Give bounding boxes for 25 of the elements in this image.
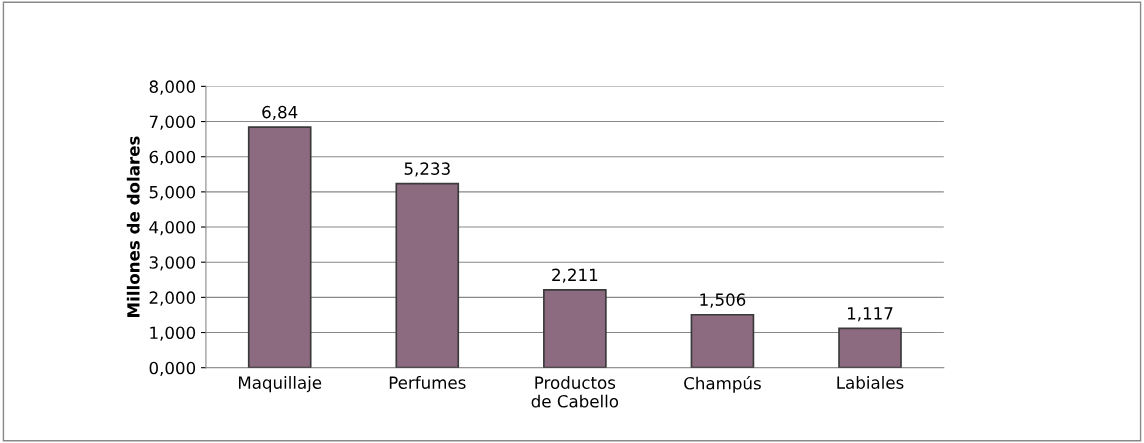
- bar: [690, 313, 755, 368]
- bar: [395, 182, 460, 368]
- y-tick-label: 1,000: [150, 326, 196, 341]
- data-label: 5,233: [404, 162, 450, 177]
- bar: [247, 126, 312, 368]
- y-tick-label: 6,000: [149, 150, 196, 165]
- data-label: 6,84: [262, 105, 298, 121]
- y-tick-label: 5,000: [149, 185, 196, 201]
- data-label: 1,506: [700, 293, 746, 308]
- y-tick-label: 2,000: [149, 291, 196, 306]
- data-label: 1,117: [847, 307, 893, 322]
- x-tick-label: Labiales: [837, 376, 904, 389]
- x-tick-label: Productos de Cabello: [531, 376, 619, 408]
- y-tick-label: 0,000: [149, 361, 196, 376]
- x-tick-label: Maquillaje: [238, 376, 322, 393]
- data-label: 2,211: [552, 268, 598, 283]
- y-axis-title: Millones de dolares: [126, 136, 140, 317]
- bar: [543, 289, 607, 368]
- y-tick-label: 4,000: [149, 221, 196, 236]
- y-tick-label: 8,000: [149, 80, 196, 95]
- y-tick-label: 3,000: [149, 256, 196, 271]
- bar: [838, 327, 902, 368]
- y-tick-label: 7,000: [149, 115, 196, 130]
- x-tick-label: Perfumes: [389, 376, 466, 389]
- x-tick-label: Champús: [684, 376, 761, 393]
